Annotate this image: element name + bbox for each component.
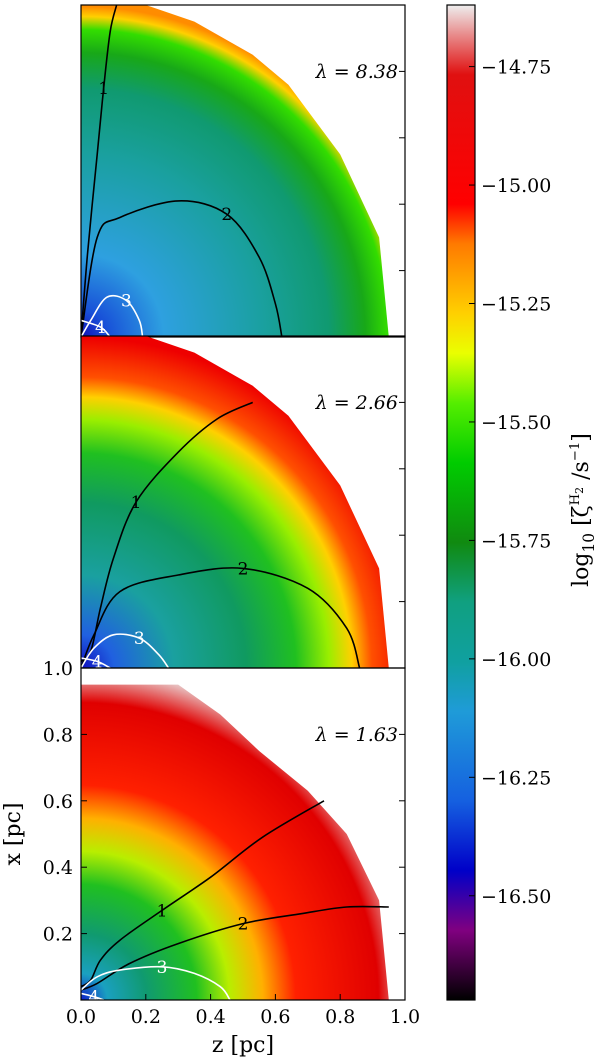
contour-line-3 bbox=[81, 294, 144, 337]
panel-1: 1 2 34 λ = 8.38 bbox=[80, 4, 406, 338]
x-tick-label: 0.8 bbox=[325, 1006, 355, 1028]
contour-label-1: 1 bbox=[157, 901, 168, 921]
x-tick-label: 1.0 bbox=[390, 1006, 420, 1028]
contour-label-4: 4 bbox=[95, 318, 106, 338]
colorbar-title-part: 10 bbox=[580, 533, 598, 553]
x-axis-title: z [pc] bbox=[212, 1033, 274, 1058]
contour-line-3 bbox=[81, 965, 231, 1000]
panel-frame bbox=[80, 4, 406, 338]
contour-line-2 bbox=[81, 567, 361, 668]
contour-line-1 bbox=[81, 401, 254, 663]
contour-line-4 bbox=[81, 657, 111, 668]
x-tick-label: 0.4 bbox=[195, 1006, 225, 1028]
colorbar-title-part: −1 bbox=[568, 442, 583, 461]
contour-label-3: 3 bbox=[157, 958, 168, 978]
colorbar-tick-label: −14.75 bbox=[481, 57, 551, 79]
lambda-label: λ = 2.66 bbox=[315, 392, 398, 414]
panel-2: 1 2 3 4 λ = 2.66 bbox=[80, 335, 406, 672]
contour-label-1: 1 bbox=[98, 79, 109, 99]
y-tick-label: 0.2 bbox=[43, 924, 73, 946]
y-tick-label: 0.8 bbox=[43, 724, 73, 746]
colorbar-title-part: [ζ bbox=[569, 505, 594, 533]
contour-label-1: 1 bbox=[131, 493, 142, 513]
colorbar-tick-label: −15.25 bbox=[481, 294, 551, 316]
contour-line-4 bbox=[81, 992, 104, 1000]
data-region bbox=[81, 336, 389, 668]
x-tick-label: 0.2 bbox=[131, 1006, 161, 1028]
colorbar-tick-label: −15.75 bbox=[481, 530, 551, 552]
x-tick-label: 0.0 bbox=[66, 1006, 96, 1028]
panel-3: 1 2 3 4 λ = 1.63 bbox=[80, 667, 406, 1008]
colorbar-tick-label: −15.50 bbox=[481, 412, 551, 434]
data-region bbox=[81, 5, 389, 337]
lambda-label: λ = 8.38 bbox=[315, 61, 398, 83]
colorbar-title: log10 [ζH2 /s−1] bbox=[568, 433, 598, 587]
colorbar-title-part: /s bbox=[569, 461, 594, 487]
colorbar-title-part: ] bbox=[569, 433, 594, 442]
contour-label-2: 2 bbox=[221, 205, 232, 225]
lambda-label: λ = 1.63 bbox=[315, 724, 398, 746]
contour-label-4: 4 bbox=[89, 988, 100, 1008]
x-tick-label: 0.6 bbox=[260, 1006, 290, 1028]
colorbar-tick-label: −16.00 bbox=[481, 649, 551, 671]
contour-line-3 bbox=[81, 633, 170, 668]
colorbar-title-part: H bbox=[568, 494, 583, 506]
colorbar-title-part: log bbox=[569, 552, 594, 586]
data-region bbox=[81, 684, 389, 1000]
panel-frame bbox=[80, 667, 406, 1001]
colorbar-title-part: 2 bbox=[573, 487, 586, 494]
contour-line-1 bbox=[81, 800, 325, 988]
contour-label-2: 2 bbox=[238, 559, 249, 579]
y-tick-label: 0.6 bbox=[43, 791, 73, 813]
colorbar-tick-label: −15.00 bbox=[481, 175, 551, 197]
contour-line-2 bbox=[81, 200, 283, 337]
contour-label-4: 4 bbox=[92, 652, 103, 672]
y-axis-title: x [pc] bbox=[1, 803, 26, 866]
colorbar bbox=[446, 4, 476, 1001]
contour-label-2: 2 bbox=[238, 915, 249, 935]
contour-line-4 bbox=[81, 319, 111, 337]
contour-line-1 bbox=[81, 5, 118, 337]
contour-line-2 bbox=[81, 905, 389, 991]
y-tick-label: 1.0 bbox=[43, 658, 73, 680]
contour-label-3: 3 bbox=[121, 291, 132, 311]
colorbar-tick-label: −16.50 bbox=[481, 886, 551, 908]
colorbar-tick-label: −16.25 bbox=[481, 767, 551, 789]
contour-label-3: 3 bbox=[134, 629, 145, 649]
y-tick-label: 0.4 bbox=[43, 857, 73, 879]
